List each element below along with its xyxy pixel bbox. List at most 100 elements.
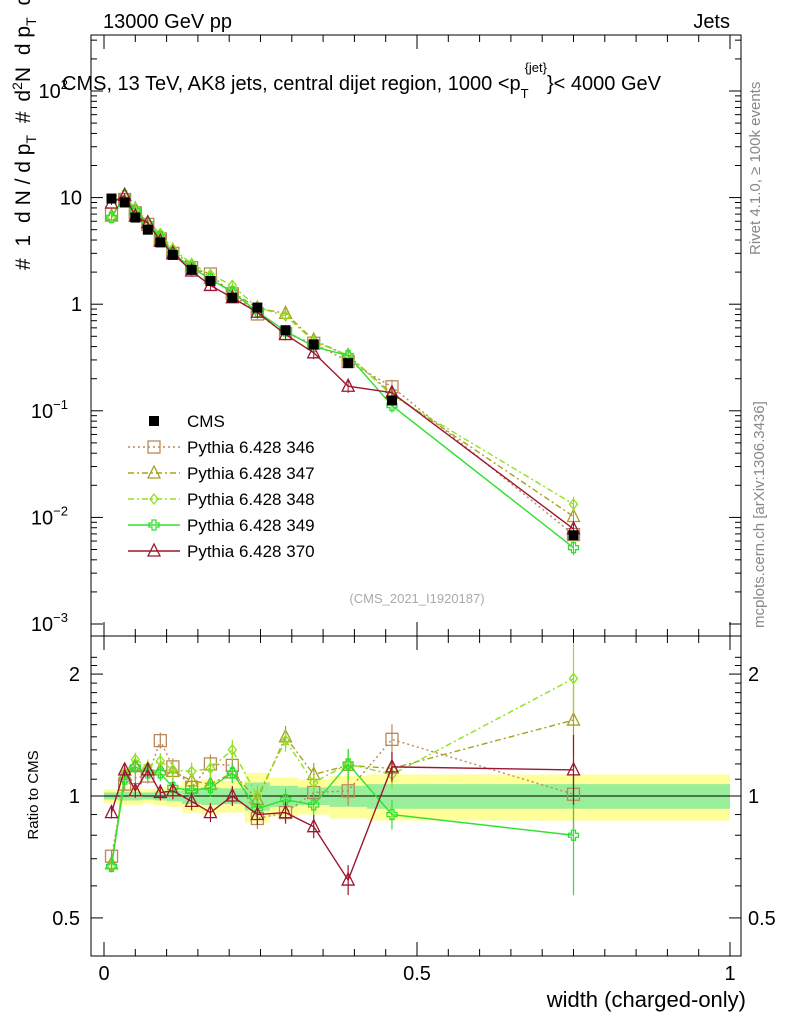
ratio-point xyxy=(185,785,198,797)
ratio-point xyxy=(225,787,240,802)
series-line-pythia-6.428-348 xyxy=(110,194,574,505)
legend-label: Pythia 6.428 346 xyxy=(187,438,315,457)
cms-data-point xyxy=(106,193,117,204)
ratio-point xyxy=(385,732,399,746)
ratio-y-label: Ratio to CMS xyxy=(25,750,42,839)
ratio-point xyxy=(119,773,131,785)
data-point xyxy=(280,309,291,322)
ratio-y-tick-label: 0.5 xyxy=(52,908,80,930)
x-tick-label: 1 xyxy=(724,963,735,985)
legend-marker xyxy=(146,542,162,557)
cms-data-point xyxy=(167,249,178,260)
legend-marker-cms xyxy=(149,416,159,426)
ratio-point xyxy=(280,734,291,747)
legend-marker xyxy=(147,440,161,454)
ratio-point xyxy=(168,763,178,776)
cms-data-point xyxy=(186,264,197,275)
legend-label: Pythia 6.428 349 xyxy=(187,516,315,535)
ratio-point xyxy=(384,758,400,773)
ratio-point xyxy=(250,806,265,821)
ratio-y-tick-label-right: 2 xyxy=(748,664,759,686)
ratio-y-tick-label-right: 0.5 xyxy=(748,908,776,930)
y-tick-label: 10−2 xyxy=(31,503,68,529)
ratio-point xyxy=(308,799,320,811)
cms-data-point xyxy=(568,530,579,541)
ratio-point xyxy=(227,743,238,756)
ratio-point xyxy=(386,808,398,821)
data-point xyxy=(105,211,118,224)
ratio-y-tick-label: 2 xyxy=(69,664,80,686)
main-plot-series xyxy=(104,186,581,556)
cms-data-point xyxy=(343,358,354,369)
ratio-point xyxy=(186,765,197,778)
ratio-point xyxy=(129,761,141,773)
ratio-point xyxy=(226,767,238,779)
ratio-point xyxy=(104,804,119,819)
legend-label-cms: CMS xyxy=(187,412,225,431)
cms-data-point xyxy=(280,325,291,336)
svg-text:# 1 d N / d pT: # 1 d N / d pT # d2N d pT dλ xyxy=(9,0,41,270)
ratio-point xyxy=(154,767,166,779)
cms-data-point xyxy=(308,339,319,350)
cms-data-point xyxy=(205,276,216,287)
header-left: 13000 GeV pp xyxy=(103,11,232,33)
data-point xyxy=(341,377,356,392)
ratio-point xyxy=(128,782,143,797)
ratio-point xyxy=(142,767,154,779)
cms-data-point xyxy=(130,212,141,223)
ratio-point xyxy=(165,782,180,797)
cms-data-point xyxy=(386,395,397,406)
legend-marker xyxy=(149,492,159,506)
ratio-point xyxy=(568,672,579,685)
legend-label: Pythia 6.428 347 xyxy=(187,464,315,483)
ratio-point xyxy=(278,804,293,819)
ratio-point xyxy=(279,793,292,806)
ratio-point xyxy=(184,792,199,808)
ratio-point xyxy=(140,761,155,776)
analysis-id: (CMS_2021_I1920187) xyxy=(349,591,484,606)
ratio-point xyxy=(567,829,580,841)
ratio-point xyxy=(105,860,118,873)
data-point xyxy=(306,344,321,359)
mcplots-label: mcplots.cern.ch [arXiv:1306.3436] xyxy=(751,401,768,628)
cms-data-point xyxy=(142,224,153,235)
ratio-point xyxy=(342,758,354,770)
rivet-label: Rivet 4.1.0, ≥ 100k events xyxy=(747,82,764,255)
cms-data-point xyxy=(119,197,130,208)
y-tick-label: 102 xyxy=(39,77,68,103)
data-point xyxy=(567,542,580,554)
ratio-point xyxy=(566,711,581,726)
y-tick-label: 10−1 xyxy=(31,397,68,423)
legend-label: Pythia 6.428 348 xyxy=(187,490,315,509)
y-tick-label: 10−3 xyxy=(31,610,68,636)
y-tick-label: 1 xyxy=(71,294,82,316)
ratio-y-tick-label: 1 xyxy=(69,786,80,808)
legend-label: Pythia 6.428 370 xyxy=(187,542,315,561)
ratio-point xyxy=(308,776,319,789)
ratio-y-tick-label-right: 1 xyxy=(748,786,759,808)
ratio-point xyxy=(341,784,355,798)
legend: CMS Pythia 6.428 346 Pythia 6.428 347 Pythi… xyxy=(128,412,315,561)
cms-data-point xyxy=(227,292,238,303)
y-tick-label: 10 xyxy=(60,188,82,210)
ratio-line-pythia-6.428-348 xyxy=(110,677,574,867)
cms-data-point xyxy=(252,302,263,313)
series-line-pythia-6.428-349 xyxy=(110,194,574,549)
data-point xyxy=(568,498,579,511)
x-axis-label: width (charged-only) xyxy=(546,987,746,1012)
x-tick-label: 0 xyxy=(98,963,109,985)
main-axis-ticks: 10−3 10−2 10−1 1 10 102 xyxy=(31,35,741,636)
ratio-point xyxy=(204,781,217,794)
ratio-point xyxy=(341,871,356,886)
plot-title: CMS, 13 TeV, AK8 jets, central dijet reg… xyxy=(62,60,662,101)
ratio-point xyxy=(153,784,168,799)
y-axis-label: # 1 d N / d pT # d2N d pT dλ xyxy=(9,0,41,270)
ratio-point xyxy=(306,818,321,833)
ratio-point xyxy=(153,733,167,748)
legend-marker xyxy=(146,464,162,479)
x-tick-label: 0.5 xyxy=(403,963,431,985)
ratio-point xyxy=(203,804,218,819)
header-right: Jets xyxy=(693,11,730,33)
cms-data-point xyxy=(155,237,166,248)
